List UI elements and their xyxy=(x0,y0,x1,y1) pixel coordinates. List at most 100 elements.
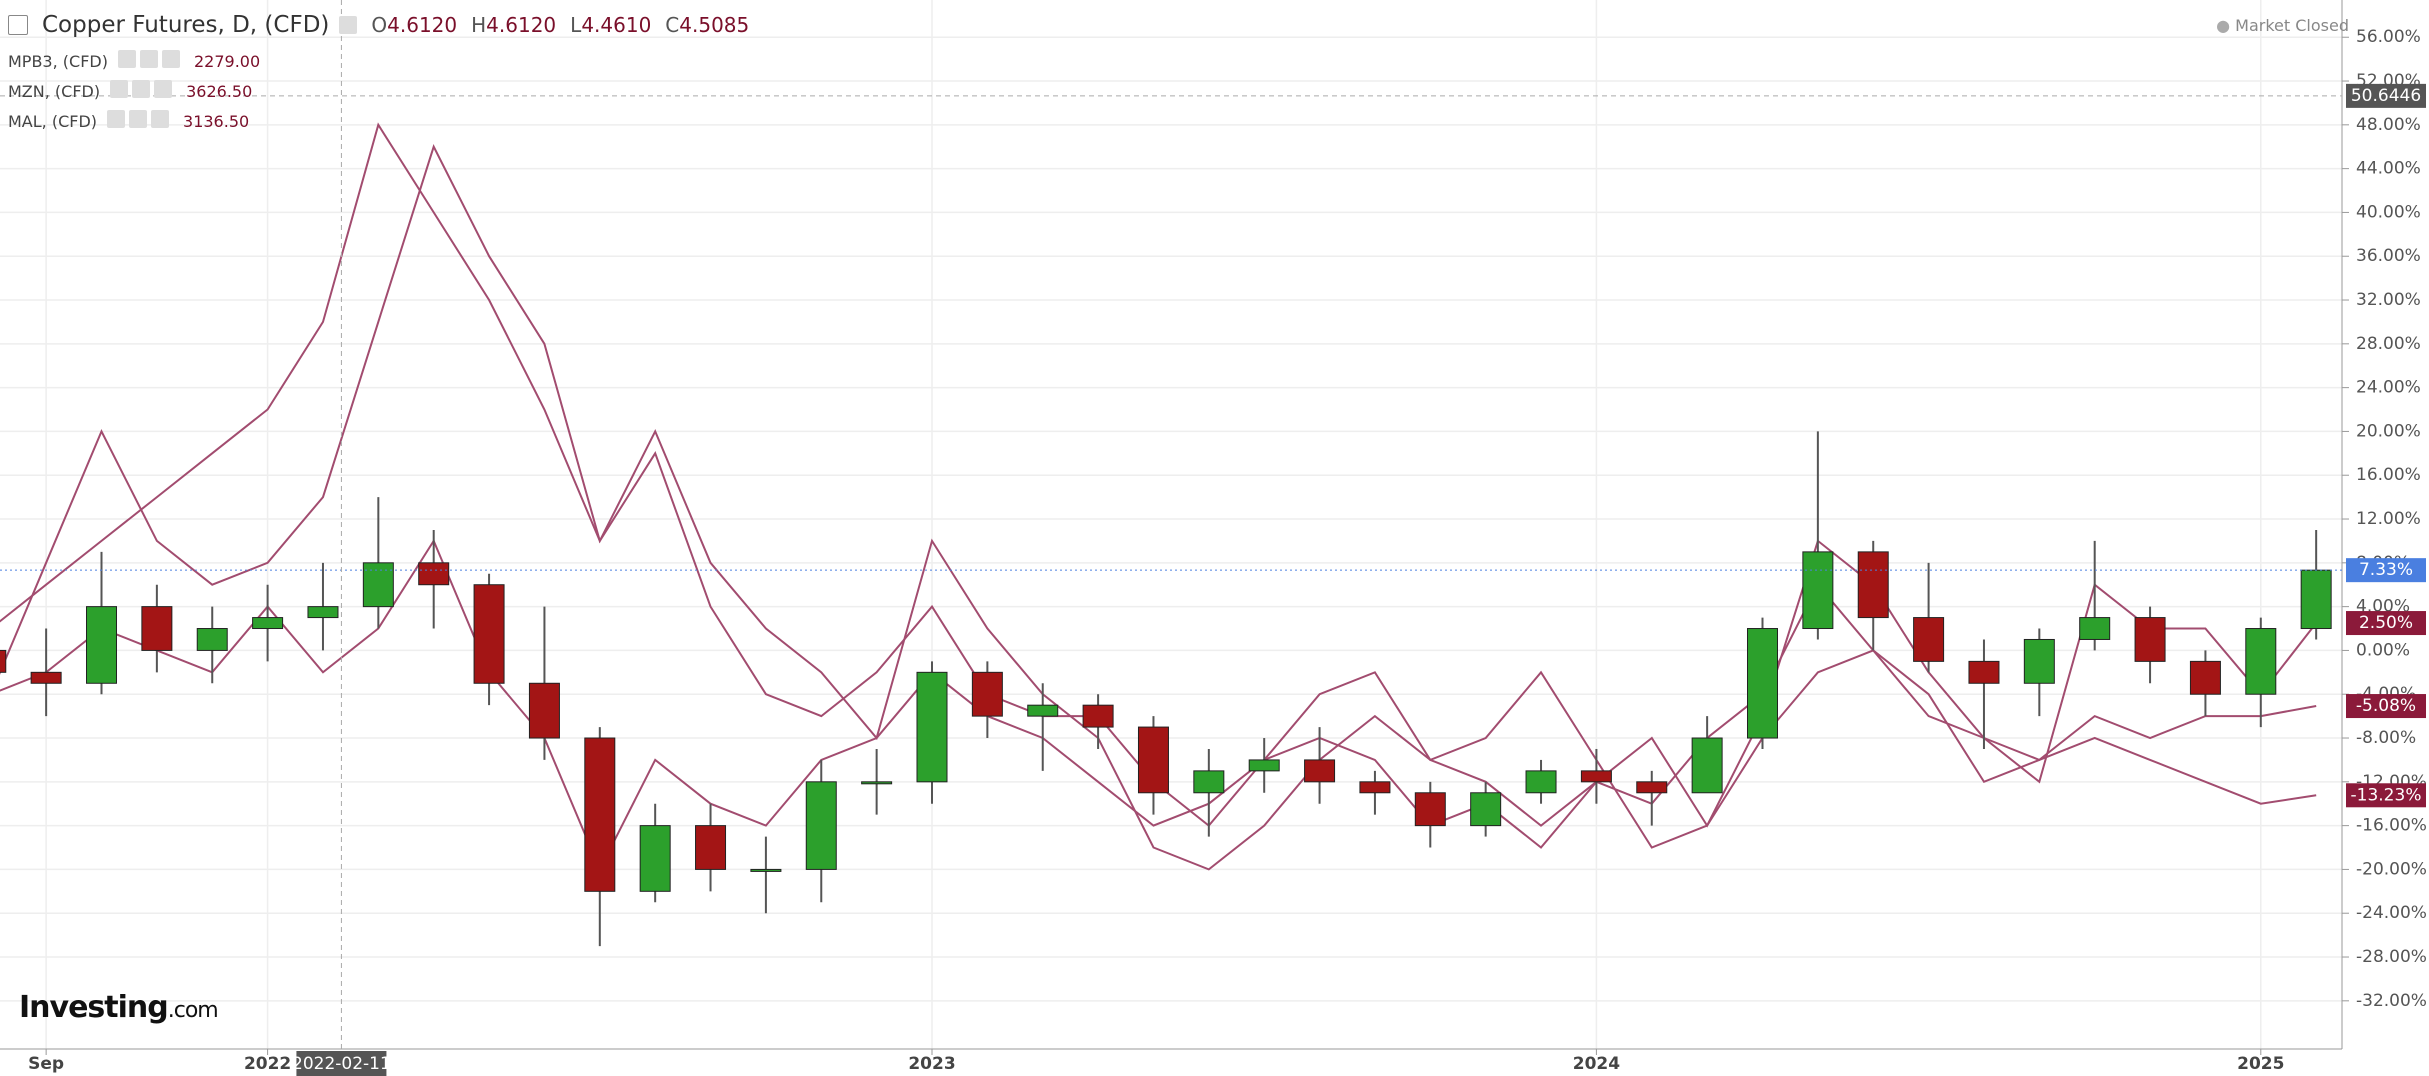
series-line xyxy=(0,538,2317,872)
candle-body xyxy=(1913,617,1945,662)
y-tick-label: 24.00% xyxy=(2356,378,2421,398)
last-price-badge-bg xyxy=(2346,558,2426,583)
candle-body xyxy=(418,562,450,586)
candle-body xyxy=(1027,704,1059,717)
status-text: Market Closed xyxy=(2235,16,2349,35)
y-tick-label: 28.00% xyxy=(2356,334,2421,354)
last-price-badge: 7.33% xyxy=(2359,560,2413,580)
series-badge: -5.08% xyxy=(2356,696,2416,716)
y-tick-label: -24.00% xyxy=(2356,903,2427,923)
legend-icons[interactable] xyxy=(110,80,176,102)
candle-body xyxy=(1857,551,1889,619)
settings-icon[interactable] xyxy=(339,16,358,34)
legend-icons[interactable] xyxy=(107,110,173,132)
candle-body xyxy=(1636,781,1668,794)
candle-body xyxy=(971,671,1003,717)
crosshair-y-label: 50.6446 xyxy=(2351,86,2421,106)
ohlc-key: C xyxy=(665,13,680,37)
ohlc-key: L xyxy=(570,13,582,37)
candle-body xyxy=(1802,551,1834,630)
y-tick-label: 56.00% xyxy=(2356,27,2421,47)
candle-body xyxy=(750,868,782,872)
candle-body xyxy=(2134,617,2166,662)
ohlc-key: O xyxy=(371,13,388,37)
candle-body xyxy=(30,671,62,684)
candle-body xyxy=(2300,569,2332,630)
y-tick-label: -16.00% xyxy=(2356,816,2427,836)
icon[interactable] xyxy=(139,50,158,68)
icon[interactable] xyxy=(117,50,136,68)
y-tick-label: -28.00% xyxy=(2356,947,2427,967)
series-badge-bg xyxy=(2346,694,2426,719)
candle-body xyxy=(1691,737,1723,794)
y-tick-label: 48.00% xyxy=(2356,115,2421,135)
candle-body xyxy=(916,671,948,783)
candle-body xyxy=(2023,638,2055,684)
candle-body xyxy=(2189,660,2221,695)
series-badge-bg xyxy=(2346,783,2426,808)
candle-body xyxy=(1968,660,2000,684)
y-tick-label: 36.00% xyxy=(2356,246,2421,266)
legend-icons[interactable] xyxy=(117,50,184,72)
legend-name: MZN, (CFD) xyxy=(8,81,101,101)
ohlc-value: 4.6120 xyxy=(486,13,557,37)
y-tick-label: 40.00% xyxy=(2356,202,2421,222)
collapse-icon[interactable] xyxy=(8,15,28,35)
candle-body xyxy=(1414,792,1446,827)
series-badge-bg xyxy=(2346,611,2426,636)
y-tick-label: 0.00% xyxy=(2356,640,2410,660)
candle-body xyxy=(307,606,339,619)
header: Copper Futures, D, (CFD) O4.6120 H4.6120 L… xyxy=(8,12,763,38)
y-tick-label: 16.00% xyxy=(2356,465,2421,485)
candle-body xyxy=(141,606,173,651)
legend-price: 2279.00 xyxy=(193,51,261,71)
icon[interactable] xyxy=(161,50,180,68)
candle-body xyxy=(805,781,837,870)
candle-body xyxy=(584,737,616,892)
ohlc-value: 4.4610 xyxy=(581,13,652,37)
candle-body xyxy=(1193,770,1225,794)
legend-name: MPB3, (CFD) xyxy=(8,51,108,71)
icon[interactable] xyxy=(107,110,126,128)
candle-body xyxy=(695,825,727,870)
y-tick-label: -20.00% xyxy=(2356,859,2427,879)
icon[interactable] xyxy=(154,80,173,98)
brand-name: Investing xyxy=(19,990,169,1025)
candle-body xyxy=(2245,628,2277,695)
legend-row: MZN, (CFD) 3626.50 xyxy=(8,76,260,106)
candle-body xyxy=(362,562,394,608)
title: Copper Futures, D, (CFD) xyxy=(42,12,330,38)
icon[interactable] xyxy=(132,80,151,98)
candle-body xyxy=(1470,792,1502,827)
candle-body xyxy=(1304,759,1336,783)
ohlc-key: H xyxy=(471,13,487,37)
x-tick-label: 2023 xyxy=(908,1054,955,1074)
crosshair-x-bg xyxy=(296,1051,387,1076)
y-tick-label: 20.00% xyxy=(2356,421,2421,441)
x-tick-label: Sep xyxy=(28,1054,64,1074)
candle-body xyxy=(1746,628,1778,739)
ohlc: O4.6120 H4.6120 L4.4610 C4.5085 xyxy=(371,13,763,37)
series-badge: 2.50% xyxy=(2359,613,2413,633)
icon[interactable] xyxy=(110,80,129,98)
x-tick-label: 2024 xyxy=(1573,1054,1620,1074)
candle-body xyxy=(1137,726,1169,794)
legend-row: MAL, (CFD) 3136.50 xyxy=(8,106,260,136)
y-tick-label: 44.00% xyxy=(2356,159,2421,179)
y-tick-label: -32.00% xyxy=(2356,991,2427,1011)
legend-price: 3136.50 xyxy=(183,111,250,131)
candle-body xyxy=(861,781,893,785)
x-tick-label: 2022 xyxy=(244,1054,291,1074)
candle-body xyxy=(196,628,228,651)
icon[interactable] xyxy=(151,110,170,128)
candle-body xyxy=(473,584,505,684)
candle-body xyxy=(1082,704,1114,728)
icon[interactable] xyxy=(129,110,148,128)
crosshair-y-bg xyxy=(2346,83,2426,108)
candle-body xyxy=(0,649,7,673)
candle-body xyxy=(1359,781,1391,794)
market-status: ● Market Closed xyxy=(2216,16,2349,35)
legend: MPB3, (CFD) 2279.00 MZN, (CFD) 3626.50 MAL, … xyxy=(8,46,260,136)
